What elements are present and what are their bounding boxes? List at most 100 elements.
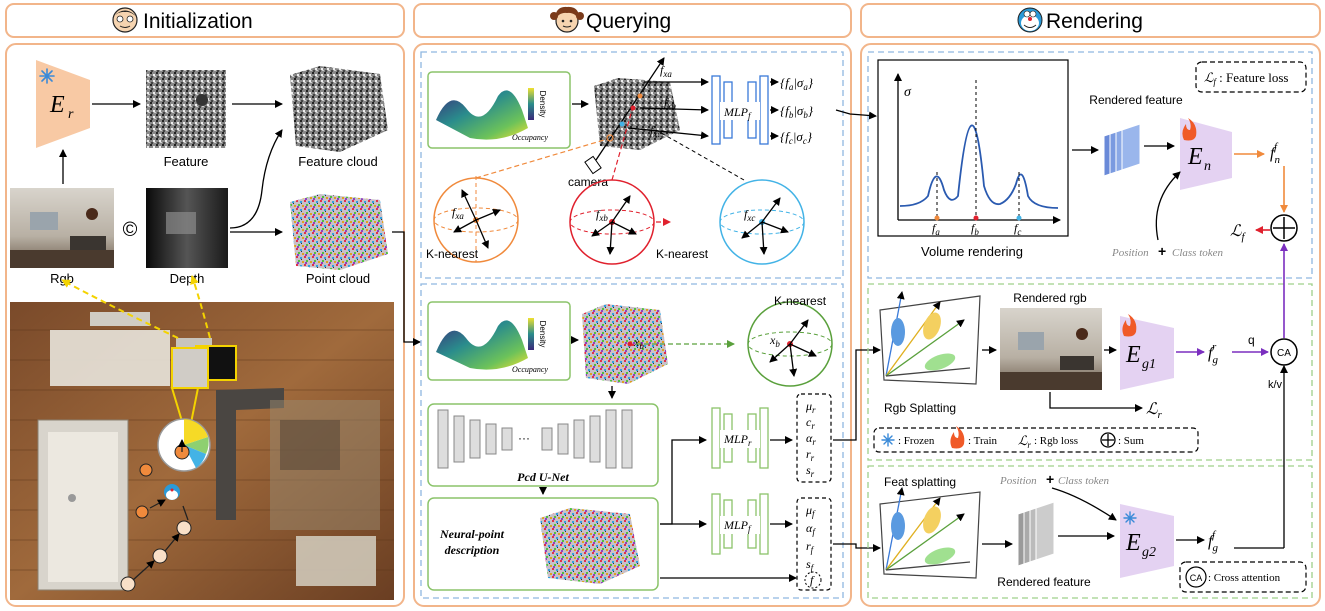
volume-rendering-plot: σ fa fb fc xyxy=(877,59,1069,237)
nobita-icon xyxy=(112,7,138,33)
sigma-axis-label: σ xyxy=(904,85,912,100)
svg-text:μr: μr xyxy=(805,399,816,415)
feat-splatting-label: Feat splatting xyxy=(884,475,956,489)
legend-cross-attention: : Cross attention xyxy=(1208,572,1281,584)
plus-bottom: + xyxy=(1046,471,1054,487)
svg-text:E: E xyxy=(1125,530,1141,556)
feature-cloud-image xyxy=(290,66,388,152)
occupancy-label-bottom: Occupancy xyxy=(512,365,548,374)
mlp-f-top-label: MLPf xyxy=(723,105,752,121)
feature-loss-legend: ℒf : Feature loss xyxy=(1195,61,1307,93)
rendering-mid-box xyxy=(867,283,1313,461)
svg-text:μf: μf xyxy=(805,503,816,519)
rgb-image xyxy=(10,188,114,268)
k-nearest-a-label: K-nearest xyxy=(426,247,479,261)
rgb-splatting-label: Rgb Splatting xyxy=(884,401,956,415)
encoder-er-sub: r xyxy=(68,107,74,122)
querying-bottom-box xyxy=(420,283,844,599)
point-cloud-label: Point cloud xyxy=(306,271,370,286)
svg-text:fxc: fxc xyxy=(744,207,755,223)
svg-text:rr: rr xyxy=(806,447,815,463)
rendered-feature-stack-top xyxy=(1103,123,1141,177)
density-label-bottom: Density xyxy=(538,321,547,348)
neural-point-box: Neural-point description xyxy=(427,497,659,591)
rendering-bottom-box xyxy=(867,465,1313,599)
rendered-rgb-image xyxy=(1000,308,1102,390)
feat-splatting-diagram xyxy=(879,487,981,579)
mlp-r: MLPr xyxy=(711,407,769,469)
rendered-feature-label: Rendered feature xyxy=(1089,93,1183,107)
pcd-unet-label: Pcd U-Net xyxy=(517,470,569,484)
snowflake-icon xyxy=(39,68,55,84)
output-b: {fb|σb} xyxy=(780,103,814,120)
flame-icon-g1 xyxy=(1122,314,1137,337)
f-n-label: fnf xyxy=(1270,141,1280,166)
feature-image xyxy=(146,70,226,148)
legend-rgb-loss: : Rgb loss xyxy=(1034,435,1078,447)
feature-label: Feature xyxy=(164,154,209,169)
query-cloud-top xyxy=(594,78,680,150)
neural-point-label-1: Neural-point xyxy=(439,527,505,541)
sum-icon xyxy=(1270,214,1298,242)
rgb-params-box: μr cr αr rr sr xyxy=(796,393,832,483)
ca-node-label: CA xyxy=(1277,348,1291,359)
doraemon-icon xyxy=(1017,7,1043,33)
feature-cloud-label: Feature cloud xyxy=(298,154,378,169)
depth-label: Depth xyxy=(170,271,205,286)
class-token-label-top: Class token xyxy=(1172,247,1224,259)
querying-title: Querying xyxy=(586,10,671,33)
legend-train: : Train xyxy=(968,435,998,447)
encoder-er-label: E xyxy=(49,92,65,118)
position-label-bottom: Position xyxy=(999,475,1037,487)
rgb-splatting-diagram xyxy=(879,291,981,385)
legend-box: : Frozen : Train ℒr : Rgb loss : Sum xyxy=(873,426,1199,453)
rendered-feature-stack-bottom xyxy=(1017,501,1055,567)
pcd-unet: ··· Pcd U-Net xyxy=(427,403,659,487)
encoder-g1: E g1 xyxy=(1120,314,1174,390)
doraemon-small-icon xyxy=(164,484,180,500)
svg-text:sr: sr xyxy=(806,463,815,479)
svg-text:E: E xyxy=(1187,144,1203,170)
query-cloud-bottom xyxy=(582,304,668,384)
mlp-r-label: MLPr xyxy=(723,432,752,448)
svg-text:αf: αf xyxy=(806,521,816,537)
cross-attention-node: CA xyxy=(1270,338,1298,366)
svg-text:fc: fc xyxy=(1014,221,1021,237)
class-token-label-bottom: Class token xyxy=(1058,475,1110,487)
f-g-r-label: fgr xyxy=(1208,341,1218,366)
k-nearest-sphere-c: fxc xyxy=(719,179,805,265)
occupancy-label-top: Occupancy xyxy=(512,133,548,142)
density-plot-bottom: Density Occupancy xyxy=(427,301,571,381)
querying-top-box xyxy=(420,51,844,279)
svg-text:cr: cr xyxy=(806,415,815,431)
svg-text:ℒf : Feature loss: ℒf : Feature loss xyxy=(1204,70,1288,87)
floorplan-image xyxy=(10,302,394,600)
sum-legend-icon xyxy=(1100,432,1116,448)
k-nearest-bottom-label: K-nearest xyxy=(774,294,827,308)
feat-params-box: μf αf rf sf f xyxy=(796,497,832,591)
svg-text:g2: g2 xyxy=(1142,545,1156,560)
density-label-top: Density xyxy=(538,91,547,118)
concat-symbol: © xyxy=(123,219,138,241)
encoder-g2: E g2 xyxy=(1120,504,1174,578)
k-nearest-b-label: K-nearest xyxy=(656,247,709,261)
cross-attention-legend: CA : Cross attention xyxy=(1179,561,1307,593)
flame-icon xyxy=(1182,118,1197,141)
encoder-en: E n xyxy=(1180,118,1232,190)
position-label-top: Position xyxy=(1111,247,1149,259)
density-plot-top: Density Occupancy xyxy=(427,71,571,149)
header-querying: Querying xyxy=(413,3,852,38)
rendering-top-box xyxy=(867,51,1313,279)
svg-text:rf: rf xyxy=(806,539,815,555)
svg-text:xb: xb xyxy=(769,333,780,349)
svg-text:fa: fa xyxy=(932,221,940,237)
svg-text:fb: fb xyxy=(971,221,979,237)
svg-text:n: n xyxy=(1204,159,1211,174)
svg-text:g1: g1 xyxy=(1142,357,1156,372)
k-nearest-sphere-a: fxa xyxy=(433,176,519,263)
plus-top: + xyxy=(1158,243,1166,259)
legend-frozen: : Frozen xyxy=(898,435,935,447)
output-c: {fc|σc} xyxy=(780,129,813,146)
svg-text:αr: αr xyxy=(806,431,816,447)
